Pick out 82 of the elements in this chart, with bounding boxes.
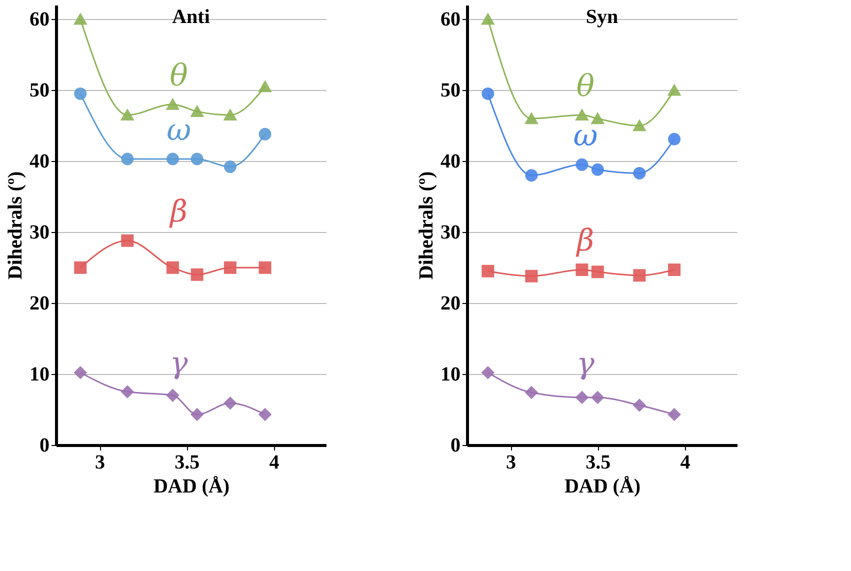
series-label: β bbox=[576, 224, 594, 259]
y-tick-label: 50 bbox=[30, 80, 50, 102]
series-label: θ bbox=[170, 58, 188, 94]
point bbox=[525, 386, 538, 399]
y-tick-label: 60 bbox=[440, 8, 460, 31]
y-tick-label: 10 bbox=[30, 364, 50, 386]
series-label: θ bbox=[576, 69, 594, 104]
y-tick-label: 40 bbox=[440, 150, 460, 173]
y-tick-label: 60 bbox=[30, 8, 50, 31]
y-tick-label: 30 bbox=[30, 222, 50, 244]
point bbox=[190, 408, 204, 421]
point bbox=[591, 113, 604, 124]
point bbox=[633, 269, 646, 282]
point bbox=[190, 152, 204, 166]
point bbox=[258, 81, 272, 92]
point bbox=[482, 87, 494, 100]
point bbox=[525, 169, 538, 182]
x-tick-label: 3.5 bbox=[174, 452, 200, 474]
point bbox=[74, 366, 87, 379]
point bbox=[190, 106, 204, 117]
point bbox=[591, 391, 604, 404]
point bbox=[576, 391, 588, 404]
point bbox=[121, 234, 134, 247]
chart-title: Anti bbox=[172, 6, 210, 28]
point bbox=[224, 396, 236, 410]
y-tick-label: 0 bbox=[450, 434, 460, 456]
x-tick-label: 3 bbox=[95, 452, 106, 474]
point bbox=[258, 408, 272, 421]
y-tick-label: 30 bbox=[440, 222, 460, 244]
point bbox=[166, 261, 179, 274]
point bbox=[482, 264, 494, 278]
point bbox=[525, 270, 538, 282]
point bbox=[633, 166, 646, 180]
y-tick-label: 20 bbox=[440, 292, 460, 315]
point bbox=[74, 87, 87, 100]
point bbox=[591, 266, 604, 278]
series-label: ω bbox=[573, 118, 598, 154]
x-tick-label: 4 bbox=[680, 452, 690, 474]
point bbox=[258, 128, 272, 140]
x-tick-label: 3.5 bbox=[586, 452, 611, 474]
point bbox=[482, 14, 494, 25]
point bbox=[224, 109, 236, 121]
point bbox=[633, 399, 646, 412]
point bbox=[74, 14, 87, 25]
point bbox=[166, 152, 179, 166]
point bbox=[633, 120, 646, 132]
y-tick-label: 0 bbox=[40, 434, 50, 456]
point bbox=[224, 160, 236, 174]
point bbox=[224, 261, 236, 274]
point bbox=[166, 389, 179, 402]
chart-title: Syn bbox=[586, 6, 618, 28]
point bbox=[121, 109, 134, 121]
point bbox=[576, 158, 588, 171]
point bbox=[668, 132, 681, 146]
point bbox=[74, 261, 87, 274]
point bbox=[668, 263, 681, 276]
point bbox=[166, 98, 179, 110]
y-axis-title: Dihedrals (º) bbox=[4, 171, 26, 280]
point bbox=[576, 109, 588, 121]
y-tick-label: 40 bbox=[30, 150, 50, 173]
series-label: β bbox=[169, 194, 188, 230]
point bbox=[668, 84, 681, 96]
y-axis-title: Dihedrals (º) bbox=[416, 171, 438, 280]
point bbox=[190, 268, 204, 281]
point bbox=[121, 152, 134, 166]
point bbox=[482, 366, 494, 379]
x-tick-label: 3 bbox=[506, 452, 516, 474]
point bbox=[576, 263, 588, 276]
y-tick-label: 10 bbox=[440, 364, 460, 386]
series-label: γ bbox=[170, 346, 188, 381]
y-tick-label: 50 bbox=[440, 80, 460, 102]
point bbox=[668, 408, 681, 421]
x-axis-title: DAD (Å) bbox=[153, 476, 230, 498]
point bbox=[121, 386, 134, 398]
point bbox=[591, 163, 604, 176]
point bbox=[258, 261, 272, 274]
point bbox=[525, 113, 538, 124]
series-label: γ bbox=[576, 346, 594, 382]
series-label: ω bbox=[166, 113, 192, 148]
x-tick-label: 4 bbox=[269, 452, 280, 474]
y-tick-label: 20 bbox=[30, 292, 50, 315]
x-axis-title: DAD (Å) bbox=[564, 476, 641, 498]
